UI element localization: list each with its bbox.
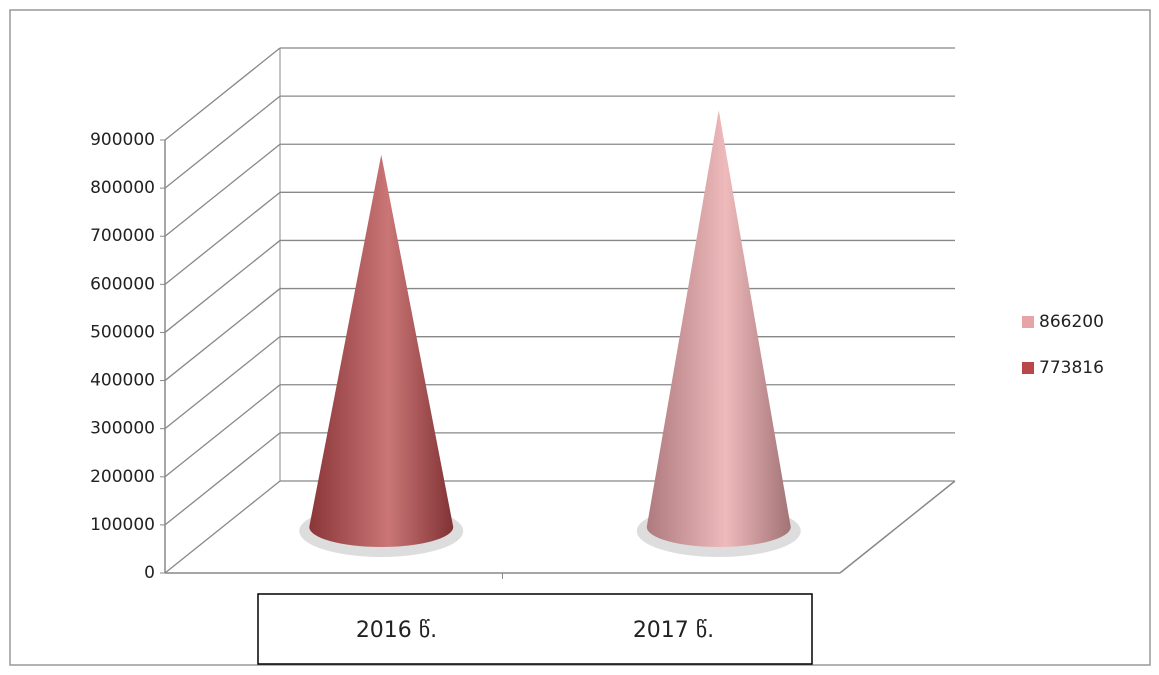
y-tick-label: 800000	[90, 178, 155, 198]
y-tick-label: 0	[144, 563, 155, 583]
category-box	[257, 593, 813, 665]
legend-label: 773816	[1039, 358, 1104, 378]
y-tick-label: 500000	[90, 322, 155, 342]
x-tick-label: 2016 წ.	[356, 618, 437, 643]
grid-line	[164, 288, 281, 382]
y-tick-label: 400000	[90, 371, 155, 391]
grid-line	[164, 191, 281, 285]
cone	[309, 154, 454, 547]
y-tick-label: 900000	[90, 130, 155, 150]
y-tick-label: 700000	[90, 226, 155, 246]
grid-line	[164, 384, 281, 478]
y-tick-label: 300000	[90, 419, 155, 439]
legend-swatch	[1022, 362, 1034, 374]
grid-line	[164, 336, 281, 430]
legend-swatch	[1022, 316, 1034, 328]
y-tick-label: 200000	[90, 467, 155, 487]
grid-line	[164, 480, 281, 574]
cone	[646, 110, 791, 547]
grid-line	[164, 47, 281, 141]
grid-line	[164, 239, 281, 333]
x-tick-label: 2017 წ.	[633, 618, 714, 643]
grid-line	[164, 143, 281, 237]
axis-line	[839, 480, 956, 574]
y-tick-label: 600000	[90, 274, 155, 294]
y-tick-label: 100000	[90, 515, 155, 535]
grid-line	[164, 95, 281, 189]
chart-frame	[9, 9, 1151, 666]
legend-label: 866200	[1039, 312, 1104, 332]
grid-line	[164, 432, 281, 526]
